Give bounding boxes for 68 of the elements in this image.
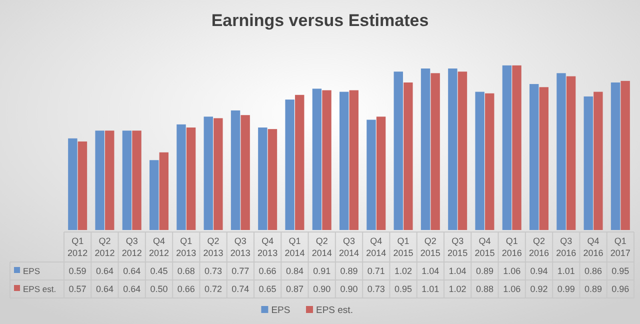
data-label: 0.50 <box>150 284 168 294</box>
chart-title: Earnings versus Estimates <box>211 11 429 30</box>
x-tick-label: Q1 2017 <box>610 236 630 258</box>
data-label: 1.04 <box>422 266 440 276</box>
data-label: 0.64 <box>123 266 141 276</box>
data-label: 0.88 <box>476 284 494 294</box>
data-label: 1.02 <box>394 266 412 276</box>
data-label: 0.57 <box>68 284 86 294</box>
data-label: 0.65 <box>258 284 276 294</box>
data-label: 0.99 <box>557 284 575 294</box>
x-tick-label: Q3 2015 <box>448 236 468 258</box>
data-label: 1.01 <box>422 284 440 294</box>
x-tick-label: Q3 2016 <box>556 236 576 258</box>
data-label: 1.01 <box>557 266 575 276</box>
data-label: 0.64 <box>123 284 141 294</box>
x-tick-label: Q3 2012 <box>122 236 142 258</box>
data-label: 0.73 <box>367 284 385 294</box>
x-tick-label: Q2 2014 <box>312 236 332 258</box>
x-tick-label: Q3 2013 <box>230 236 250 258</box>
x-tick-label: Q1 2015 <box>393 236 414 258</box>
data-label: 0.89 <box>476 266 494 276</box>
x-tick-label: Q4 2014 <box>366 236 386 258</box>
data-label: 0.64 <box>96 266 114 276</box>
data-label: 0.92 <box>530 284 548 294</box>
data-label: 0.45 <box>150 266 168 276</box>
text: EPS est. <box>316 305 353 316</box>
x-tick-label: Q4 2015 <box>474 236 495 258</box>
data-label: 0.95 <box>612 266 630 276</box>
x-tick-label: Q3 2014 <box>338 236 360 258</box>
x-tick-label: Q4 2016 <box>583 236 604 258</box>
data-label: 0.94 <box>530 266 548 276</box>
data-label: 0.71 <box>367 266 385 276</box>
data-label: 0.74 <box>232 284 250 294</box>
x-tick-label: Q2 2013 <box>203 236 224 258</box>
x-tick-label: Q4 2012 <box>148 236 170 258</box>
x-tick-label: Q2 2016 <box>528 236 550 258</box>
legend-label: EPS <box>23 266 40 276</box>
data-label: 1.02 <box>448 284 466 294</box>
text: EPS <box>271 305 290 316</box>
data-label: 1.06 <box>503 284 521 294</box>
data-label: 0.64 <box>96 284 114 294</box>
data-label: 0.87 <box>286 284 304 294</box>
data-label: 0.91 <box>313 266 331 276</box>
data-label: 0.89 <box>584 284 602 294</box>
x-tick-label: Q2 2012 <box>94 236 115 258</box>
data-label: 1.04 <box>448 266 466 276</box>
data-label: 0.86 <box>584 266 602 276</box>
data-label: 0.90 <box>340 284 358 294</box>
data-label: 0.66 <box>177 284 195 294</box>
data-label: 0.95 <box>394 284 412 294</box>
x-tick-label: Q4 2013 <box>258 236 278 258</box>
x-tick-label: Q1 2014 <box>284 236 305 258</box>
x-tick-label: Q1 2012 <box>68 236 88 258</box>
data-label: 0.66 <box>258 266 276 276</box>
data-label: 0.72 <box>204 284 222 294</box>
data-label: 0.59 <box>68 266 86 276</box>
data-label: 0.68 <box>177 266 195 276</box>
legend-label: EPS est. <box>23 284 56 294</box>
data-label: 0.96 <box>612 284 630 294</box>
data-label: 0.89 <box>340 266 358 276</box>
data-label: 1.06 <box>503 266 521 276</box>
data-label: 0.84 <box>286 266 304 276</box>
x-tick-label: Q2 2015 <box>420 236 440 258</box>
data-label: 0.90 <box>313 284 331 294</box>
x-tick-label: Q1 2013 <box>176 236 196 258</box>
x-tick-label: Q1 2016 <box>502 236 522 258</box>
data-label: 0.77 <box>232 266 250 276</box>
data-label: 0.73 <box>204 266 222 276</box>
